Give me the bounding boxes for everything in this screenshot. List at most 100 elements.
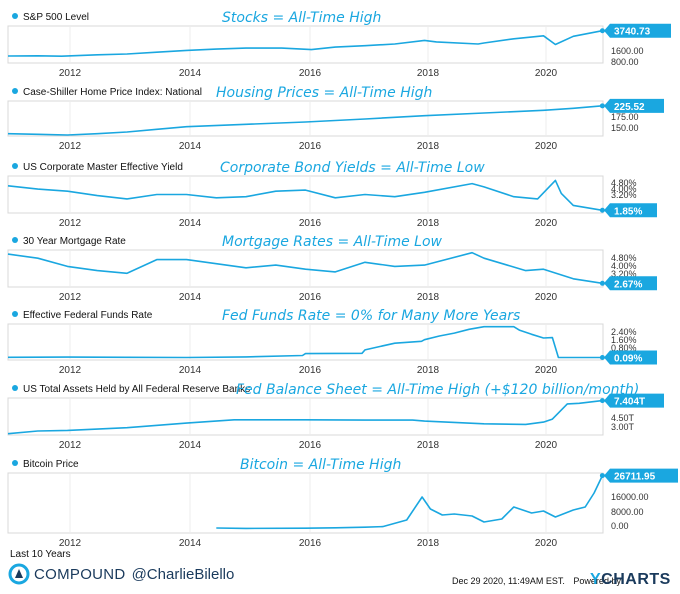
x-tick-label: 2012 [59, 538, 82, 549]
x-tick-label: 2018 [417, 68, 440, 79]
twitter-handle: @CharlieBilello [131, 565, 235, 583]
series-line-2 [7, 105, 603, 136]
annotation-4: Mortgage Rates = All-Time Low [222, 234, 442, 250]
time-range-label: Last 10 Years [10, 549, 71, 560]
x-tick-label: 2016 [299, 365, 322, 376]
plot-frame [7, 175, 604, 214]
annotation-7: Bitcoin = All-Time High [240, 457, 402, 473]
legend-dot-icon [12, 385, 18, 391]
timestamp-footer: Dec 29 2020, 11:49AM EST. Powered by [452, 576, 621, 586]
current-value-badge: 3740.73 [604, 23, 671, 38]
x-tick-label: 2020 [535, 141, 558, 152]
x-tick-label: 2014 [179, 68, 202, 79]
plot-frame [7, 249, 604, 288]
plot-frame [7, 397, 604, 436]
y-tick-label: 4.80% [611, 253, 637, 263]
x-tick-label: 2012 [59, 292, 82, 303]
y-tick-label: 150.00 [611, 123, 639, 133]
current-value-label: 2.67% [614, 279, 642, 290]
y-tick-label: 4.00% [611, 261, 637, 271]
current-value-label: 26711.95 [614, 472, 656, 483]
x-tick-label: 2014 [179, 292, 202, 303]
current-value-badge: 225.52 [604, 98, 664, 113]
current-value-badge: 2.67% [604, 276, 657, 291]
series-name-1: S&P 500 Level [12, 12, 89, 23]
x-tick-label: 2018 [417, 365, 440, 376]
current-value-badge: 7.404T [604, 393, 664, 408]
x-tick-label: 2016 [299, 218, 322, 229]
current-value-label: 7.404T [614, 397, 645, 408]
x-tick-label: 2018 [417, 141, 440, 152]
x-tick-label: 2016 [299, 538, 322, 549]
y-tick-label: 0.00 [611, 521, 629, 531]
legend-dot-icon [12, 237, 18, 243]
series-line-5 [7, 325, 603, 359]
series-end-point [599, 398, 605, 404]
timestamp: Dec 29 2020, 11:49AM EST. [452, 576, 565, 586]
current-value-badge: 26711.95 [604, 468, 678, 483]
y-tick-label: 2.40% [611, 327, 637, 337]
x-tick-label: 2014 [179, 440, 202, 451]
x-tick-label: 2014 [179, 141, 202, 152]
y-tick-label: 4.00% [611, 184, 637, 194]
series-name-5: Effective Federal Funds Rate [12, 310, 152, 321]
series-end-point [599, 280, 605, 286]
series-line-7 [216, 475, 604, 530]
series-name-2: Case-Shiller Home Price Index: National [12, 87, 202, 98]
annotation-2: Housing Prices = All-Time High [216, 85, 433, 101]
legend-dot-icon [12, 88, 18, 94]
x-tick-label: 2012 [59, 218, 82, 229]
powered-by-text: Powered by [573, 576, 621, 586]
y-tick-label: 175.00 [611, 112, 639, 122]
x-tick-label: 2020 [535, 68, 558, 79]
x-tick-label: 2012 [59, 68, 82, 79]
annotation-6: Fed Balance Sheet = All-Time High (+$120… [236, 382, 640, 398]
compound-logo-icon [8, 563, 30, 585]
y-tick-label: 1600.00 [611, 46, 644, 56]
current-value-badge: 1.85% [604, 203, 657, 218]
series-name-6: US Total Assets Held by All Federal Rese… [12, 384, 250, 395]
x-tick-label: 2014 [179, 538, 202, 549]
legend-dot-icon [12, 13, 18, 19]
x-tick-label: 2018 [417, 538, 440, 549]
series-name-4: 30 Year Mortgage Rate [12, 236, 126, 247]
series-end-point [599, 354, 605, 360]
x-tick-label: 2014 [179, 365, 202, 376]
annotation-3: Corporate Bond Yields = All-Time Low [220, 160, 485, 176]
y-tick-label: 1.60% [611, 335, 637, 345]
legend-dot-icon [12, 311, 18, 317]
legend-dot-icon [12, 163, 18, 169]
ycharts-logo: YCHARTS [590, 571, 671, 588]
x-tick-label: 2020 [535, 218, 558, 229]
x-tick-label: 2018 [417, 218, 440, 229]
y-tick-label: 16000.00 [611, 492, 649, 502]
y-tick-label: 800.00 [611, 57, 639, 67]
x-tick-label: 2020 [535, 365, 558, 376]
series-line-1 [7, 29, 603, 57]
series-end-point [599, 473, 605, 479]
annotation-1: Stocks = All-Time High [222, 10, 382, 26]
y-tick-label: 4.50T [611, 413, 635, 423]
plot-frame [7, 323, 604, 361]
plot-frame [7, 25, 604, 64]
y-tick-label: 4.80% [611, 178, 637, 188]
current-value-label: 3740.73 [614, 27, 651, 38]
current-value-label: 225.52 [614, 102, 645, 113]
series-line-3 [7, 179, 603, 212]
series-end-point [599, 28, 605, 34]
current-value-label: 1.85% [614, 206, 642, 217]
annotation-5: Fed Funds Rate = 0% for Many More Years [222, 308, 521, 324]
x-tick-label: 2020 [535, 440, 558, 451]
y-tick-label: 3.20% [611, 190, 637, 200]
x-tick-label: 2016 [299, 440, 322, 451]
legend-dot-icon [12, 460, 18, 466]
series-line-4 [7, 251, 603, 285]
plot-frame [7, 100, 604, 137]
series-name-7: Bitcoin Price [12, 459, 79, 470]
current-value-badge: 0.09% [604, 350, 657, 365]
